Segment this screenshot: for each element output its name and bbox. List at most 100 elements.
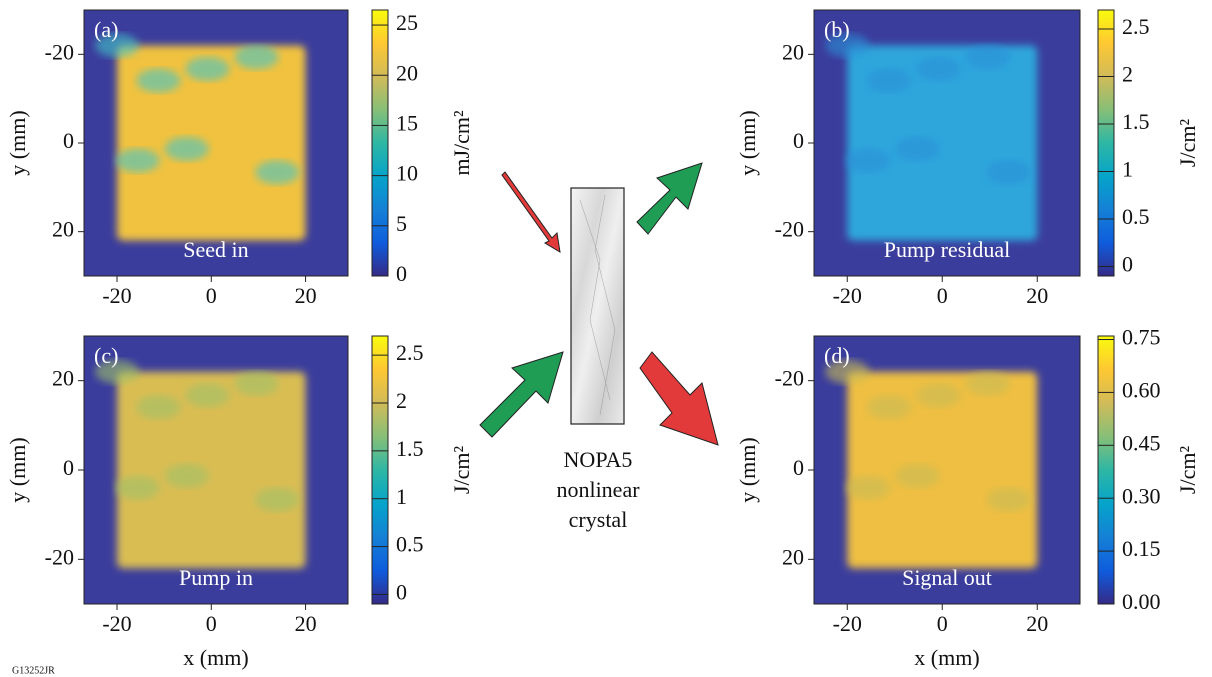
seed-arrow (502, 172, 560, 252)
x-tick-label: 0 (206, 283, 217, 308)
beam-texture (896, 137, 940, 161)
x-tick-label: -20 (833, 611, 862, 636)
colorbar-tick-label: 2.5 (396, 340, 424, 365)
colorbar-tick-label: 0 (396, 579, 407, 604)
colorbar-label: mJ/cm² (449, 110, 474, 176)
colorbar-tick-label: 1 (396, 484, 407, 509)
x-tick-label: -20 (102, 611, 131, 636)
beam-texture (987, 487, 1031, 511)
crystal-diagram (480, 163, 718, 445)
colorbar-tick-label: 1.5 (396, 436, 424, 461)
colorbar-tick-label: 2 (396, 388, 407, 413)
x-tick-label: 20 (1026, 611, 1048, 636)
beam-texture (846, 476, 890, 500)
beam-texture (966, 372, 1010, 396)
y-tick-label: -20 (45, 544, 74, 569)
x-tick-label: 20 (295, 283, 317, 308)
y-tick-label: 20 (782, 39, 804, 64)
y-axis-label: y (mm) (5, 437, 30, 502)
beam-texture (235, 45, 279, 69)
beam-texture (165, 137, 209, 161)
colorbar-tick-label: 0.75 (1122, 325, 1161, 350)
colorbar (372, 10, 388, 276)
colorbar-tick-label: 0.5 (1122, 204, 1150, 229)
figure: G13252JR (a)Seed in-20020-20020y (mm)051… (0, 0, 1212, 677)
panel-caption: Signal out (902, 565, 992, 590)
beam-texture (116, 149, 160, 173)
y-tick-label: -20 (775, 217, 804, 242)
colorbar-tick-label: 5 (396, 211, 407, 236)
beam-texture (255, 160, 299, 184)
colorbar-tick-label: 0.60 (1122, 377, 1161, 402)
colorbar-tick-label: 0.15 (1122, 536, 1161, 561)
crystal-label: NOPA5 (564, 447, 633, 472)
panel-letter: (a) (94, 17, 118, 42)
beam-texture (896, 464, 940, 488)
colorbar (1098, 10, 1114, 276)
x-tick-label: 20 (1026, 283, 1048, 308)
x-tick-label: 0 (937, 611, 948, 636)
colorbar-tick-label: 2 (1122, 62, 1133, 87)
beam-texture (255, 487, 299, 511)
x-tick-label: 0 (937, 283, 948, 308)
y-tick-label: 20 (782, 544, 804, 569)
crystal (571, 188, 624, 424)
colorbar-tick-label: 10 (396, 161, 418, 186)
colorbar-tick-label: 0 (396, 261, 407, 286)
crystal-label: crystal (569, 507, 628, 532)
colorbar (372, 336, 388, 604)
y-axis-label: y (mm) (735, 437, 760, 502)
colorbar-label: J/cm² (449, 446, 474, 495)
y-axis-label: y (mm) (735, 110, 760, 175)
y-tick-label: 0 (63, 128, 74, 153)
y-axis-label: y (mm) (5, 110, 30, 175)
y-tick-label: 0 (63, 455, 74, 480)
residual-arrow (637, 163, 702, 234)
y-tick-label: -20 (45, 39, 74, 64)
y-tick-label: 20 (52, 366, 74, 391)
beam-texture (136, 395, 180, 419)
beam-texture (966, 45, 1010, 69)
x-tick-label: 20 (295, 611, 317, 636)
colorbar-tick-label: 25 (396, 10, 418, 35)
colorbar-tick-label: 2.5 (1122, 14, 1150, 39)
y-tick-label: 20 (52, 217, 74, 242)
panel-caption: Pump residual (884, 237, 1011, 262)
beam-texture (116, 476, 160, 500)
beam-texture (186, 57, 230, 81)
crystal-label: nonlinear (556, 477, 640, 502)
x-axis-label: x (mm) (183, 645, 248, 670)
y-tick-label: 0 (793, 128, 804, 153)
beam-texture (186, 383, 230, 407)
colorbar-tick-label: 0.00 (1122, 589, 1161, 614)
panel-caption: Pump in (179, 565, 253, 590)
colorbar-label: J/cm² (1175, 446, 1200, 495)
beam-texture (987, 160, 1031, 184)
beam-texture (136, 69, 180, 93)
colorbar-tick-label: 0.5 (396, 532, 424, 557)
beam-texture (235, 372, 279, 396)
colorbar-tick-label: 0 (1122, 252, 1133, 277)
panel-caption: Seed in (183, 237, 248, 262)
colorbar-tick-label: 15 (396, 110, 418, 135)
beam-texture (867, 69, 911, 93)
colorbar-tick-label: 0.30 (1122, 483, 1161, 508)
pump-arrow (480, 352, 563, 437)
beam-texture (846, 149, 890, 173)
panel-letter: (b) (824, 17, 850, 42)
colorbar (1098, 336, 1114, 604)
panel-letter: (d) (824, 343, 850, 368)
panel-letter: (c) (94, 343, 118, 368)
signal-arrow (640, 352, 718, 445)
beam-texture (165, 464, 209, 488)
x-axis-label: x (mm) (914, 645, 979, 670)
x-tick-label: -20 (102, 283, 131, 308)
figure-id: G13252JR (12, 665, 55, 676)
y-tick-label: 0 (793, 455, 804, 480)
colorbar-tick-label: 20 (396, 60, 418, 85)
beam-texture (916, 57, 960, 81)
colorbar-label: J/cm² (1175, 119, 1200, 168)
